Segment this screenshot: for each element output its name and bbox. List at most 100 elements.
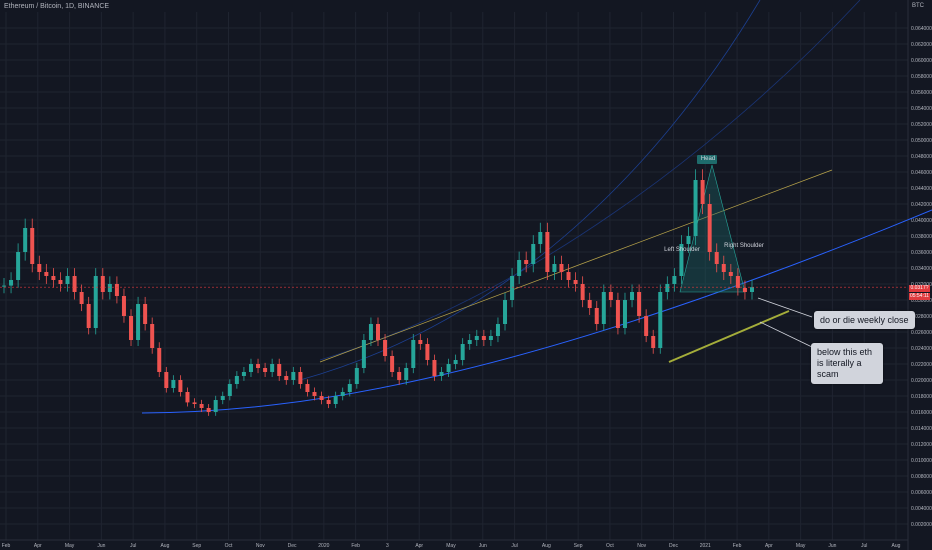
x-tick-label: 2020 bbox=[318, 543, 329, 549]
candle-body bbox=[397, 372, 402, 380]
candle-body bbox=[495, 324, 500, 336]
x-tick-label: Dec bbox=[288, 543, 297, 549]
x-tick-label: 2021 bbox=[700, 543, 711, 549]
y-tick-label: 0.058000 bbox=[911, 74, 932, 80]
candle-body bbox=[608, 292, 613, 300]
candle-body bbox=[298, 372, 303, 384]
x-tick-label: Nov bbox=[637, 543, 646, 549]
candle-body bbox=[305, 384, 310, 392]
candle-body bbox=[256, 364, 261, 368]
y-tick-label: 0.056000 bbox=[911, 90, 932, 96]
y-tick-label: 0.022000 bbox=[911, 362, 932, 368]
candle-body bbox=[390, 356, 395, 372]
candle-body bbox=[742, 288, 747, 292]
candle-body bbox=[637, 292, 642, 316]
x-tick-label: Aug bbox=[542, 543, 551, 549]
candle-body bbox=[206, 408, 211, 412]
candle-body bbox=[79, 292, 84, 304]
candle-body bbox=[227, 384, 232, 396]
yellow-trendline bbox=[668, 310, 790, 363]
y-tick-label: 0.040000 bbox=[911, 218, 932, 224]
x-tick-label: 3 bbox=[386, 543, 389, 549]
candle-body bbox=[86, 304, 91, 328]
candle-body bbox=[129, 316, 134, 340]
y-tick-label: 0.038000 bbox=[911, 234, 932, 240]
callout-pointer-1 bbox=[757, 297, 813, 318]
y-tick-label: 0.006000 bbox=[911, 490, 932, 496]
callout-below-this: below this eth is literally a scam bbox=[811, 343, 883, 384]
x-tick-label: Sep bbox=[192, 543, 201, 549]
candle-body bbox=[728, 272, 733, 276]
candle-body bbox=[432, 360, 437, 376]
candle-body bbox=[284, 376, 289, 380]
candle-body bbox=[383, 340, 388, 356]
candle-body bbox=[16, 252, 21, 280]
y-tick-label: 0.010000 bbox=[911, 458, 932, 464]
y-tick-label: 0.042000 bbox=[911, 202, 932, 208]
y-tick-label: 0.050000 bbox=[911, 138, 932, 144]
candle-body bbox=[164, 372, 169, 388]
candle-body bbox=[559, 264, 564, 272]
candle-body bbox=[121, 296, 126, 316]
candle-body bbox=[467, 340, 472, 344]
chart-title: Ethereum / Bitcoin, 1D, BINANCE bbox=[4, 3, 110, 10]
x-tick-label: Feb bbox=[2, 543, 11, 549]
y-tick-label: 0.034000 bbox=[911, 266, 932, 272]
candle-body bbox=[291, 372, 296, 380]
candle-body bbox=[615, 300, 620, 328]
candle-body bbox=[425, 344, 430, 360]
candle-body bbox=[171, 380, 176, 388]
candle-body bbox=[453, 360, 458, 364]
callout-pointer-2 bbox=[759, 321, 813, 348]
x-tick-label: Oct bbox=[606, 543, 614, 549]
y-tick-label: 0.046000 bbox=[911, 170, 932, 176]
candle-body bbox=[531, 244, 536, 264]
candle-body bbox=[587, 300, 592, 308]
candle-body bbox=[658, 292, 663, 348]
candle-body bbox=[319, 396, 324, 400]
x-tick-label: Dec bbox=[669, 543, 678, 549]
upper-curve-2 bbox=[319, 0, 861, 361]
y-tick-label: 0.018000 bbox=[911, 394, 932, 400]
y-tick-label: 0.044000 bbox=[911, 186, 932, 192]
candle-body bbox=[150, 324, 155, 348]
candle-body bbox=[143, 304, 148, 324]
candle-body bbox=[37, 264, 42, 272]
y-tick-label: 0.054000 bbox=[911, 106, 932, 112]
x-tick-label: Oct bbox=[225, 543, 233, 549]
x-tick-label: Apr bbox=[765, 543, 773, 549]
x-tick-label: May bbox=[796, 543, 806, 549]
x-tick-label: Jun bbox=[479, 543, 487, 549]
candle-body bbox=[735, 276, 740, 288]
y-tick-label: 0.024000 bbox=[911, 346, 932, 352]
candle-body bbox=[58, 280, 63, 284]
y-tick-label: 0.064000 bbox=[911, 26, 932, 32]
candle-body bbox=[622, 300, 627, 328]
candle-body bbox=[707, 204, 712, 252]
candle-body bbox=[573, 280, 578, 284]
y-tick-label: 0.030000 bbox=[911, 298, 932, 304]
currency-label: BTC bbox=[912, 3, 924, 9]
y-tick-label: 0.052000 bbox=[911, 122, 932, 128]
y-tick-label: 0.002000 bbox=[911, 522, 932, 528]
candle-body bbox=[481, 336, 486, 340]
candle-body bbox=[9, 280, 14, 286]
candle-body bbox=[488, 336, 493, 340]
x-tick-label: Apr bbox=[415, 543, 423, 549]
y-tick-label: 0.008000 bbox=[911, 474, 932, 480]
candle-body bbox=[234, 376, 239, 384]
candle-body bbox=[503, 300, 508, 324]
x-tick-label: Nov bbox=[256, 543, 265, 549]
candle-body bbox=[524, 260, 529, 264]
head-label-box bbox=[697, 155, 717, 164]
candle-body bbox=[644, 316, 649, 336]
upper-curve-1 bbox=[299, 0, 761, 381]
candle-body bbox=[2, 285, 6, 287]
candle-body bbox=[439, 372, 444, 376]
candle-body bbox=[241, 372, 246, 376]
candle-body bbox=[185, 392, 190, 403]
candle-body bbox=[566, 272, 571, 280]
candle-body bbox=[213, 400, 218, 412]
x-tick-label: Jul bbox=[861, 543, 867, 549]
